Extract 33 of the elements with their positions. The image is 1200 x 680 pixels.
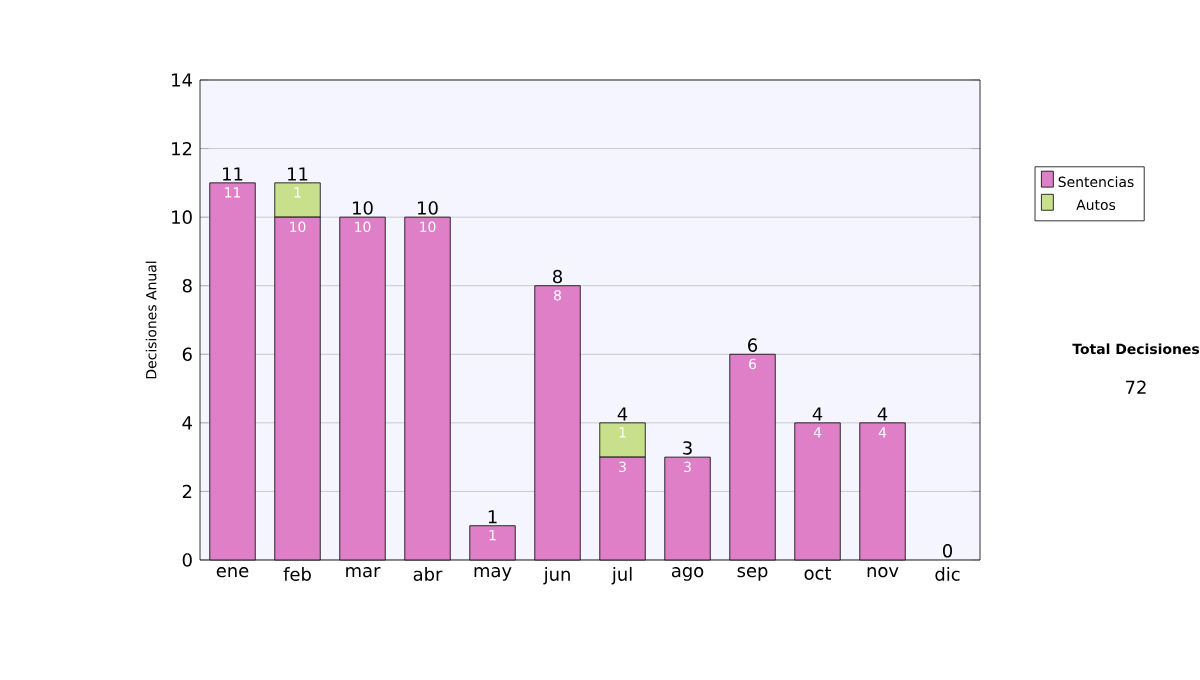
x-tick-label: feb <box>283 567 311 581</box>
y-tick-label: 6 <box>182 347 192 362</box>
total-label: 10 <box>418 201 438 215</box>
y-tick-label: 0 <box>182 553 192 567</box>
x-tick-label: sep <box>737 567 768 581</box>
total-label: 8 <box>553 269 562 284</box>
total-label: 4 <box>812 407 823 421</box>
y-tick-label: 12 <box>172 141 192 156</box>
total-label: 3 <box>683 441 692 455</box>
x-tick-label: oct <box>804 567 832 580</box>
x-tick-label: ene <box>216 567 249 578</box>
total-label: 11 <box>223 167 243 181</box>
y-tick-label: 8 <box>182 278 192 293</box>
total-label: 10 <box>353 201 373 215</box>
x-tick-label: mar <box>346 567 381 578</box>
total-label: 0 <box>943 544 953 558</box>
x-tick-label: abr <box>413 567 443 581</box>
y-tick-label: 10 <box>172 210 192 224</box>
total-label: 11 <box>288 167 308 181</box>
total-label: 1 <box>488 510 497 524</box>
x-tick-label: may <box>474 567 512 581</box>
x-tick-label: jul <box>611 567 632 585</box>
total-label: 4 <box>877 407 888 421</box>
total-label: 4 <box>617 407 628 421</box>
y-tick-label: 14 <box>172 73 192 87</box>
x-tick-label: ago <box>671 567 704 581</box>
text: 72 <box>1126 380 1146 394</box>
y-tick-label: 4 <box>182 416 192 430</box>
y-tick-label: 2 <box>182 484 192 499</box>
x-tick-label: jun <box>543 567 570 585</box>
x-tick-label: dic <box>935 567 960 581</box>
total-label: 6 <box>748 338 758 352</box>
x-tick-label: nov <box>867 567 899 578</box>
